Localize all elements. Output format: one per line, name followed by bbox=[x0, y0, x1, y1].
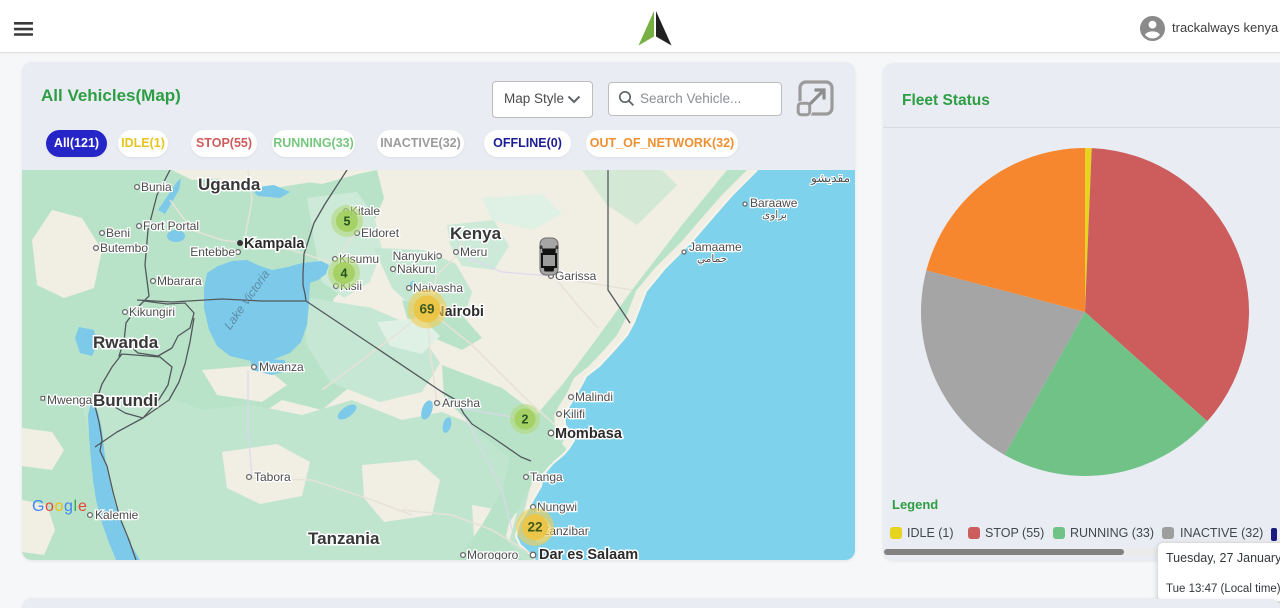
svg-text:Mbarara: Mbarara bbox=[157, 274, 202, 288]
svg-text:2: 2 bbox=[522, 413, 529, 427]
svg-text:Jamaame: Jamaame bbox=[689, 240, 742, 254]
svg-text:Kilifi: Kilifi bbox=[563, 407, 585, 421]
svg-text:Kenya: Kenya bbox=[450, 224, 502, 243]
svg-text:حمامي: حمامي bbox=[697, 253, 727, 265]
svg-text:Malindi: Malindi bbox=[575, 390, 613, 404]
svg-text:Beni: Beni bbox=[106, 226, 130, 240]
svg-text:Morogoro: Morogoro bbox=[467, 548, 519, 560]
svg-text:5: 5 bbox=[344, 215, 351, 229]
svg-text:Nakuru: Nakuru bbox=[397, 262, 436, 276]
svg-text:Tanga: Tanga bbox=[530, 470, 563, 484]
svg-text:Butembo: Butembo bbox=[100, 241, 148, 255]
svg-text:Eldoret: Eldoret bbox=[361, 226, 400, 240]
svg-text:Arusha: Arusha bbox=[442, 396, 480, 410]
svg-text:e: e bbox=[78, 498, 87, 515]
svg-text:G: G bbox=[32, 498, 44, 515]
svg-text:Rwanda: Rwanda bbox=[93, 333, 159, 352]
svg-text:Fort Portal: Fort Portal bbox=[143, 219, 199, 233]
svg-text:Kampala: Kampala bbox=[244, 236, 305, 252]
svg-text:مقديشو: مقديشو bbox=[810, 171, 850, 185]
svg-text:Kalemie: Kalemie bbox=[95, 508, 139, 522]
svg-text:Garissa: Garissa bbox=[555, 269, 597, 283]
svg-text:Uganda: Uganda bbox=[198, 175, 261, 194]
svg-text:Kikungiri: Kikungiri bbox=[129, 305, 175, 319]
svg-text:22: 22 bbox=[527, 520, 542, 535]
svg-text:Entebbe: Entebbe bbox=[190, 245, 235, 259]
svg-text:o: o bbox=[55, 498, 64, 515]
svg-text:Mombasa: Mombasa bbox=[555, 426, 623, 442]
svg-text:69: 69 bbox=[419, 302, 434, 317]
svg-text:l: l bbox=[74, 498, 78, 515]
svg-text:Dar es Salaam: Dar es Salaam bbox=[539, 547, 638, 560]
svg-text:Tabora: Tabora bbox=[254, 470, 291, 484]
svg-text:Baraawe: Baraawe bbox=[750, 196, 798, 210]
svg-text:Burundi: Burundi bbox=[93, 391, 158, 410]
svg-text:Meru: Meru bbox=[460, 245, 487, 259]
svg-text:براوى: براوى bbox=[762, 209, 787, 221]
svg-text:Tanzania: Tanzania bbox=[308, 529, 380, 548]
svg-text:Nanyuki: Nanyuki bbox=[393, 249, 436, 263]
svg-text:Mwenga: Mwenga bbox=[47, 393, 93, 407]
svg-text:g: g bbox=[64, 498, 73, 515]
svg-text:Bunia: Bunia bbox=[141, 180, 172, 194]
svg-text:4: 4 bbox=[341, 267, 348, 281]
svg-text:Nungwi: Nungwi bbox=[537, 500, 577, 514]
svg-text:Mwanza: Mwanza bbox=[259, 360, 304, 374]
svg-text:o: o bbox=[45, 498, 54, 515]
